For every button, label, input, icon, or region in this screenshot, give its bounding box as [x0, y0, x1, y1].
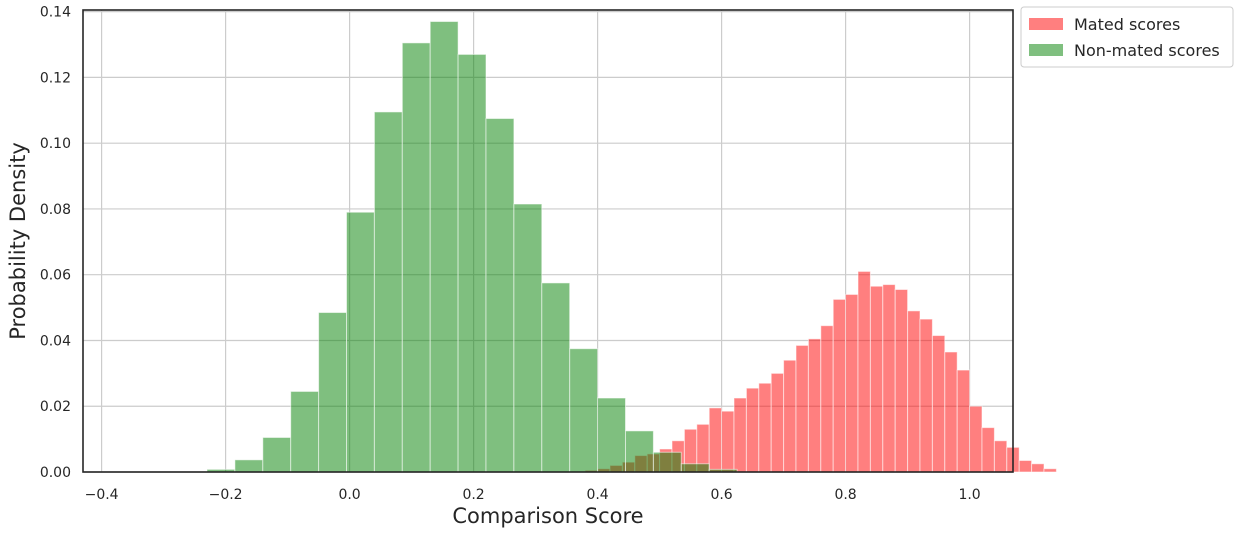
mated-bar — [981, 427, 995, 473]
mated-bar — [944, 351, 958, 473]
mated-bar — [721, 410, 735, 473]
mated-bar — [857, 270, 871, 473]
non-mated-bar — [513, 203, 543, 473]
legend-label-mated: Mated scores — [1074, 15, 1180, 34]
mated-bar — [969, 405, 983, 473]
legend: Mated scores Non-mated scores — [1020, 6, 1234, 68]
y-tick-label: 0.00 — [40, 465, 71, 481]
mated-bar — [783, 359, 797, 473]
non-mated-bar — [625, 430, 654, 473]
non-mated-bar — [290, 390, 320, 473]
non-mated-bar — [234, 459, 264, 473]
legend-swatch-non-mated — [1029, 44, 1063, 56]
plot-frame — [82, 9, 1014, 473]
series-non-mated — [206, 21, 738, 473]
y-tick-label: 0.10 — [40, 136, 71, 152]
mated-bar — [931, 335, 946, 473]
y-tick-label: 0.06 — [40, 268, 71, 284]
bars-layer — [206, 21, 1057, 473]
mated-bar — [832, 298, 847, 473]
non-mated-bar — [346, 211, 375, 473]
mated-bar — [708, 407, 723, 473]
x-tick-label: 0.8 — [834, 487, 856, 503]
legend-swatch-mated — [1029, 18, 1063, 30]
non-mated-bar — [541, 282, 571, 473]
non-mated-bar — [401, 42, 431, 473]
y-tick-label: 0.12 — [40, 70, 71, 86]
mated-bar — [919, 318, 933, 473]
mated-bar — [745, 387, 760, 473]
non-mated-bar — [429, 21, 459, 473]
non-mated-bar — [680, 463, 710, 473]
mated-bar — [882, 284, 896, 473]
y-tick-label: 0.02 — [40, 399, 71, 415]
series-mated — [584, 270, 1057, 473]
mated-bar — [907, 310, 921, 473]
mated-bar — [956, 369, 971, 473]
ticks-layer: −0.4 −0.2 0.0 0.2 0.4 0.6 0.8 1.0 0.00 0.02 0.04 0.… — [40, 5, 981, 503]
x-tick-label: 1.0 — [958, 487, 980, 503]
y-tick-label: 0.14 — [40, 5, 71, 21]
mated-bar — [869, 285, 884, 473]
legend-label-non-mated: Non-mated scores — [1074, 41, 1220, 60]
mated-bar — [795, 344, 809, 473]
mated-bar — [770, 372, 785, 473]
mated-bar — [733, 397, 747, 473]
mated-bar — [1018, 459, 1033, 473]
mated-bar — [1043, 468, 1057, 473]
y-axis-label: Probability Density — [6, 142, 30, 340]
mated-bar — [845, 293, 859, 473]
mated-bar — [1031, 463, 1045, 473]
mated-bar — [894, 289, 909, 473]
non-mated-bar — [457, 53, 487, 473]
non-mated-bar — [373, 111, 403, 473]
x-tick-label: 0.4 — [586, 487, 608, 503]
x-tick-label: 0.0 — [338, 487, 360, 503]
x-tick-label: 0.6 — [710, 487, 732, 503]
y-tick-label: 0.04 — [40, 333, 71, 349]
non-mated-bar — [569, 348, 599, 473]
mated-bar — [820, 325, 834, 473]
mated-bar — [758, 382, 772, 473]
non-mated-bar — [318, 312, 348, 473]
non-mated-bar — [597, 397, 626, 473]
y-tick-label: 0.08 — [40, 202, 71, 218]
mated-bar — [807, 338, 822, 473]
legend-box — [1020, 6, 1234, 68]
non-mated-bar — [485, 118, 515, 473]
mated-bar — [993, 440, 1008, 473]
x-tick-label: −0.4 — [85, 487, 119, 503]
x-axis-label: Comparison Score — [452, 504, 643, 528]
non-mated-bar — [262, 436, 292, 473]
x-tick-label: −0.2 — [209, 487, 243, 503]
non-mated-bar — [652, 451, 682, 473]
x-tick-label: 0.2 — [462, 487, 484, 503]
